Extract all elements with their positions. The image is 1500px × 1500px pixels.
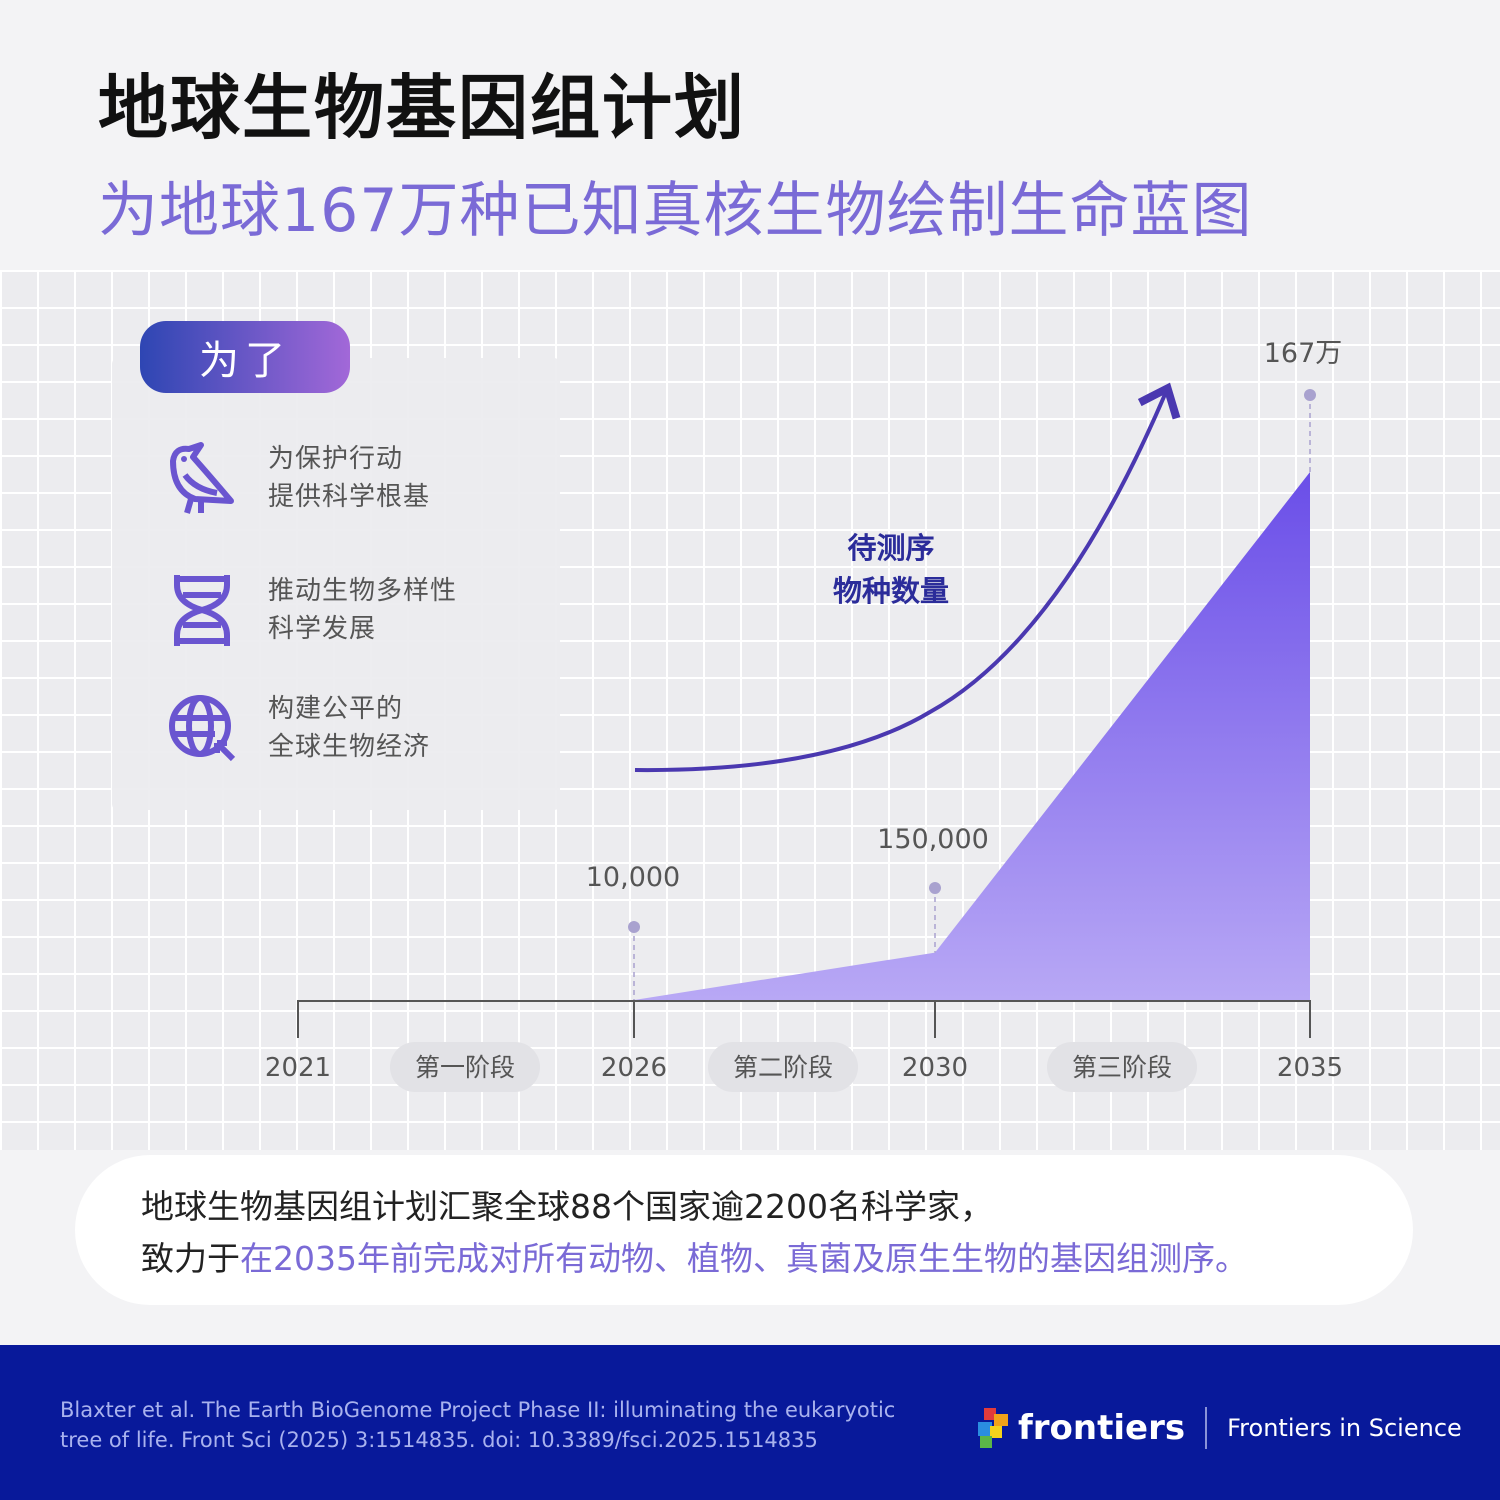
phase-pill [1047,1042,1197,1092]
citation: Blaxter et al. The Earth BioGenome Proje… [60,1395,895,1455]
caption-highlight: 在2035年前完成对所有动物、植物、真菌及原生生物的基因组测序。 [240,1239,1248,1278]
journal-name: Frontiers in Science [1227,1414,1462,1442]
x-tick-label: 2026 [601,1053,667,1083]
phase-label: 第一阶段 [415,1053,515,1082]
frontiers-mark-icon [978,1408,1008,1448]
phase-label: 第二阶段 [733,1053,833,1082]
dna-icon [174,574,230,646]
goal-item: 构建公平的全球生物经济 [165,690,430,766]
page-subtitle: 为地球167万种已知真核生物绘制生命蓝图 [98,176,1253,246]
species-chart: 2021 2026 2030 2035 第一阶段 第二阶段 第三阶段 10,000 150,00… [264,338,1344,1092]
summary-caption: 地球生物基因组计划汇聚全球88个国家逾2200名科学家， 致力于在2035年前完… [75,1155,1413,1305]
goal-text: 为保护行动 [268,444,404,474]
caption-line: 地球生物基因组计划汇聚全球88个国家逾2200名科学家， [141,1187,993,1226]
caption-plain: 致力于 [141,1239,240,1278]
phase-pill [390,1042,540,1092]
data-label: 150,000 [877,824,989,855]
goal-item: 为保护行动提供科学根基 [165,440,430,516]
data-point [628,921,640,933]
footer: Blaxter et al. The Earth BioGenome Proje… [0,1345,1500,1500]
citation-line: Blaxter et al. The Earth BioGenome Proje… [60,1398,896,1422]
annotation-text: 物种数量 [833,574,949,608]
bird-icon [170,441,234,514]
divider [1205,1407,1208,1449]
phase-label: 第三阶段 [1072,1053,1172,1082]
frontiers-logo[interactable]: frontiers Frontiers in Science [976,1407,1462,1449]
goal-text: 提供科学根基 [268,482,431,512]
goal-text: 全球生物经济 [268,732,431,762]
area-series [634,472,1310,1000]
growth-arrow [634,382,1181,773]
goal-text: 科学发展 [268,614,377,644]
goal-text: 推动生物多样性 [268,576,458,606]
x-tick-label: 2021 [265,1053,331,1083]
data-label: 10,000 [586,862,680,893]
goal-text: 构建公平的 [268,694,404,724]
x-tick-label: 2035 [1277,1053,1343,1083]
x-tick-label: 2030 [902,1053,968,1083]
data-point [929,882,941,894]
phase-pill [708,1042,858,1092]
goal-item: 推动生物多样性 科学发展 [165,572,457,648]
annotation-text: 待测序 [847,531,934,565]
page-title: 地球生物基因组计划 [98,67,746,149]
citation-line: tree of life. Front Sci (2025) 3:1514835… [60,1428,818,1452]
data-label: 167万 [1264,338,1343,369]
globe-icon [169,694,236,761]
goals-pill: 为了 [140,321,350,393]
data-point [1304,389,1316,401]
logo-text: frontiers [1018,1408,1186,1448]
caption-line: 致力于在2035年前完成对所有动物、植物、真菌及原生生物的基因组测序。 [141,1233,1413,1285]
